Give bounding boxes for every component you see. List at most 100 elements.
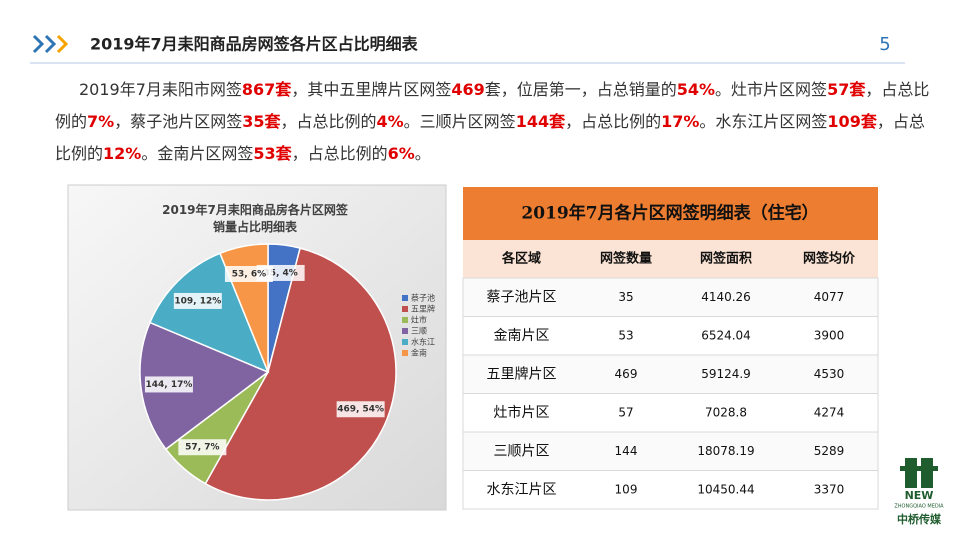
legend-swatch: [402, 328, 408, 334]
table-cell: 三顺片区: [494, 443, 550, 459]
data-label: 57, 7%: [185, 443, 219, 453]
body-text: 。金南片区网签: [141, 144, 254, 163]
table-row: [462, 393, 879, 433]
table-cell: 6524.04: [701, 328, 751, 342]
table-cell: 18078.19: [697, 444, 754, 458]
body-text: ，占总比例的: [280, 112, 377, 131]
logo: NEW ZHONGQIAO MEDIA 中桥传媒: [894, 458, 944, 526]
body-text: ，占总比例的: [291, 144, 388, 163]
legend-label: 五里牌: [411, 304, 435, 314]
table-row: [462, 277, 879, 317]
header-title: 2019年7月耒阳商品房网签各片区占比明细表: [90, 35, 419, 54]
table-cell: 7028.8: [705, 405, 747, 419]
table-cell: 109: [615, 482, 638, 496]
table-header-bg: [463, 240, 878, 278]
data-label: 53, 6%: [232, 269, 266, 279]
body-text: 。灶市片区网签: [715, 80, 828, 99]
legend-swatch: [402, 306, 408, 312]
legend-label: 灶市: [411, 315, 427, 325]
table-row: [462, 316, 879, 356]
column-header: 网签均价: [803, 251, 856, 267]
pie-slice: [204, 247, 397, 501]
table-cell: 4274: [814, 405, 845, 419]
table-cell: 35: [618, 290, 633, 304]
logo-mark: NEW: [905, 489, 934, 502]
table-row: [462, 431, 879, 471]
table-cell: 金南片区: [494, 328, 550, 344]
label-box: [144, 376, 193, 393]
highlight-text: 469: [451, 80, 485, 99]
pie-chart: 2019年7月耒阳商品房各片区网签销量占比明细表 35, 4% 469, 54% 57…: [139, 202, 435, 501]
chart-title: 2019年7月耒阳商品房各片区网签销量占比明细表: [162, 202, 349, 234]
highlight-text: 7%: [87, 112, 115, 131]
legend-swatch: [402, 350, 408, 356]
table-cell: 53: [618, 328, 633, 342]
pie-slice: [139, 321, 270, 451]
data-label: 109, 12%: [174, 296, 221, 306]
table-cell: 蔡子池片区: [487, 289, 557, 305]
highlight-text: 17%: [661, 112, 700, 131]
highlight-text: 867套: [241, 80, 292, 99]
label-box: [336, 401, 385, 418]
data-label: 144, 17%: [145, 380, 192, 390]
table-cell: 4140.26: [701, 290, 751, 304]
body-text: 。: [414, 144, 431, 163]
table-cell: 144: [615, 444, 638, 458]
highlight-text: 12%: [103, 144, 142, 163]
legend-label: 蔡子池: [411, 293, 435, 303]
legend-label: 金南: [411, 348, 427, 358]
highlight-text: 57套: [827, 80, 866, 99]
highlight-text: 109套: [827, 112, 877, 131]
label-box: [173, 292, 222, 309]
column-header: 网签面积: [700, 251, 752, 267]
table-row: [462, 354, 879, 394]
body-text: ，占总比例的: [55, 112, 925, 163]
highlight-text: 144套: [515, 112, 566, 131]
legend-swatch: [402, 339, 408, 345]
body-text: ，其中五里牌片区网签: [291, 80, 452, 99]
table-row: [462, 470, 879, 510]
table-cell: 4077: [814, 290, 845, 304]
table-cell: 59124.9: [701, 367, 751, 381]
body-text: ，蔡子池片区网签: [114, 112, 243, 131]
table-title-bg: [463, 187, 878, 240]
table-cell: 5289: [814, 444, 845, 458]
table-title: 2019年7月各片区网签明细表（住宅）: [521, 203, 818, 224]
column-header: 网签数量: [600, 251, 652, 267]
page-number: 5: [879, 34, 890, 55]
legend-swatch: [402, 317, 408, 323]
label-box: [224, 265, 273, 282]
logo-sub: ZHONGQIAO MEDIA: [894, 504, 944, 510]
label-box: [178, 439, 227, 456]
body-text: 。三顺片区网签: [403, 112, 516, 131]
highlight-text: 6%: [387, 144, 415, 163]
table-cell: 10450.44: [697, 482, 754, 496]
legend-label: 水东江: [411, 337, 435, 347]
column-header: 各区域: [501, 251, 541, 267]
highlight-text: 4%: [376, 112, 404, 131]
body-text: 套，位居第一，占总销量的: [484, 80, 677, 99]
logo-name: 中桥传媒: [897, 512, 942, 526]
highlight-text: 53套: [253, 144, 292, 163]
body-text: ，占总比例的: [55, 80, 930, 131]
table-cell: 57: [618, 405, 633, 419]
data-label: 469, 54%: [337, 405, 384, 415]
data-label: 35, 4%: [263, 268, 297, 278]
highlight-text: 35套: [242, 112, 281, 131]
pie-slice: [148, 252, 270, 374]
body-text: 。水东江片区网签: [699, 112, 828, 131]
header-arrows: [32, 34, 69, 54]
table-cell: 469: [615, 367, 638, 381]
highlight-text: 54%: [676, 80, 716, 99]
body-text: 2019年7月耒阳市网签: [79, 80, 242, 99]
table-cell: 五里牌片区: [487, 365, 557, 382]
table-cell: 3900: [814, 328, 845, 342]
legend-swatch: [402, 295, 408, 301]
table-cell: 水东江片区: [487, 482, 557, 498]
table-cell: 4530: [814, 367, 845, 381]
legend-label: 三顺: [411, 327, 427, 336]
body-text: ，占总比例的: [565, 112, 662, 131]
